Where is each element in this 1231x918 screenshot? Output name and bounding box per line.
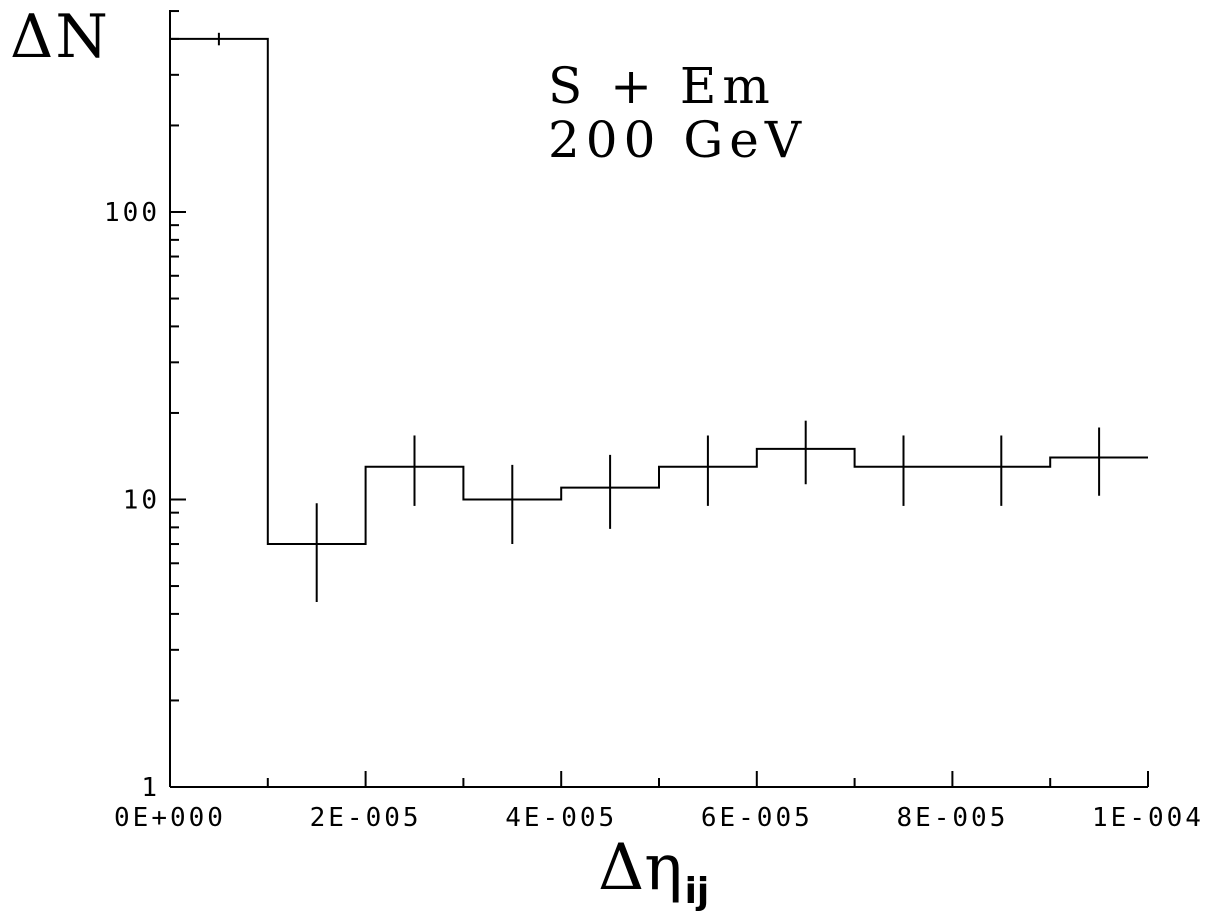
error-bars	[217, 32, 1101, 603]
y-axis-label: ΔN	[10, 2, 110, 72]
annotation-energy: 200 GeV	[548, 111, 807, 169]
annotation-system: S + Em	[548, 57, 776, 115]
tick-labels: 0E+000 2E-005 4E-005 6E-005 8E-005 1E-004 1 10 1…	[104, 198, 1204, 833]
x-tick-label: 0E+000	[114, 803, 226, 833]
x-axis-label: Δηij	[598, 828, 709, 918]
x-tick-label: 2E-005	[310, 803, 422, 833]
x-tick-label: 8E-005	[896, 803, 1008, 833]
y-tick-label: 10	[123, 486, 160, 516]
x-tick-label: 6E-005	[701, 803, 813, 833]
x-axis-label-subscript: ij	[684, 871, 710, 912]
x-tick-label: 1E-004	[1092, 803, 1204, 833]
x-axis-label-main: Δη	[598, 831, 683, 905]
y-tick-label: 1	[141, 773, 160, 803]
axis-ticks	[169, 10, 1149, 788]
y-tick-label: 100	[104, 198, 160, 228]
x-tick-label: 4E-005	[505, 803, 617, 833]
